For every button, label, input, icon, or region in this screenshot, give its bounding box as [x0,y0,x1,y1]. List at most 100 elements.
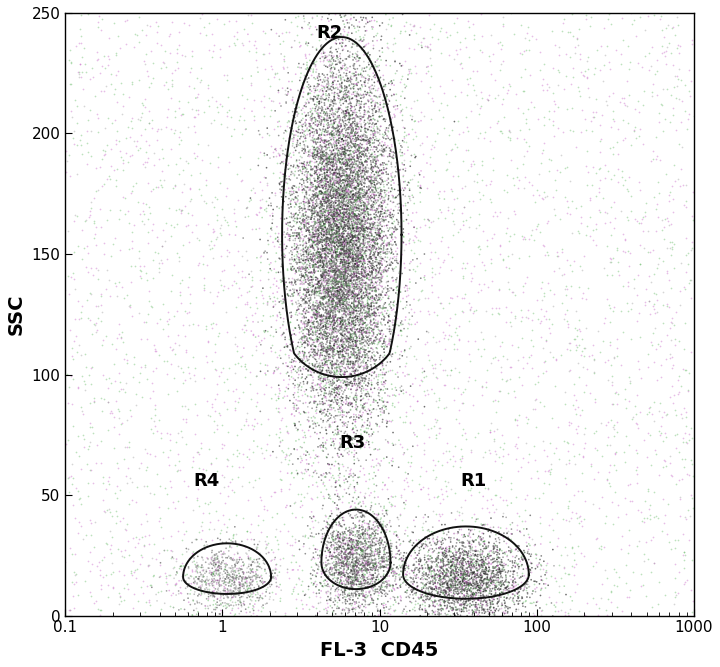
Point [390,89,402,99]
Point [325,181,336,191]
Point [312,257,324,268]
Point [323,459,334,470]
Point [318,292,330,303]
Point [346,580,357,590]
Point [176,426,187,436]
Point [367,255,379,266]
Point [373,203,384,213]
Point [357,361,369,372]
Point [337,314,348,325]
Point [320,357,331,368]
Point [556,269,567,280]
Point [352,261,364,271]
Point [353,536,364,547]
Point [334,612,346,623]
Point [359,131,371,142]
Point [343,50,355,61]
Point [325,229,336,240]
Point [395,28,406,39]
Point [521,490,533,500]
Point [349,253,361,264]
Point [369,522,380,533]
Point [331,140,343,151]
Point [366,192,377,203]
Point [372,178,383,189]
Point [316,105,328,116]
Point [338,301,349,312]
Point [382,317,394,327]
Point [310,304,321,315]
Point [444,558,455,569]
Point [240,572,251,582]
Point [310,287,321,298]
Point [184,67,196,77]
Point [667,243,678,254]
Point [155,604,166,615]
Point [510,492,522,503]
Point [284,198,296,209]
Point [326,231,338,241]
Point [330,254,342,265]
Point [374,73,385,84]
Point [301,283,312,294]
Point [359,267,371,278]
Point [364,391,375,402]
Point [334,361,346,372]
Point [340,373,351,384]
Point [327,282,338,293]
Point [320,221,331,232]
Point [546,26,558,37]
Point [303,159,315,170]
Point [325,307,336,317]
Point [338,274,350,285]
Point [470,222,482,233]
Point [367,257,379,268]
Point [333,287,345,298]
Point [346,504,358,515]
Point [303,470,315,480]
Point [355,207,366,218]
Point [368,558,379,569]
Point [329,154,341,165]
Point [383,338,395,349]
Point [158,57,169,67]
Point [337,207,348,218]
Point [324,259,336,269]
Point [307,243,319,254]
Point [267,237,279,247]
Point [528,576,540,586]
Point [349,557,361,568]
Point [198,540,210,550]
Point [210,625,221,636]
Point [233,448,245,458]
Point [446,547,457,558]
Point [376,149,387,159]
Point [343,332,354,343]
Point [616,360,627,370]
Point [374,201,385,211]
Point [675,75,687,85]
Point [370,315,382,325]
Point [358,516,369,527]
Point [475,350,487,361]
Point [330,228,342,239]
Point [341,164,353,175]
Point [575,211,587,222]
Point [362,279,374,290]
Point [343,23,355,34]
Point [317,235,328,245]
Point [502,621,513,632]
Point [433,394,445,405]
Point [347,93,359,103]
Point [338,584,350,594]
Point [372,546,384,556]
Point [352,121,364,132]
Point [374,334,386,344]
Point [351,293,363,304]
Point [320,185,332,196]
Point [648,303,660,314]
Point [225,554,237,564]
Point [440,588,451,598]
Point [300,117,311,128]
Point [314,203,325,214]
